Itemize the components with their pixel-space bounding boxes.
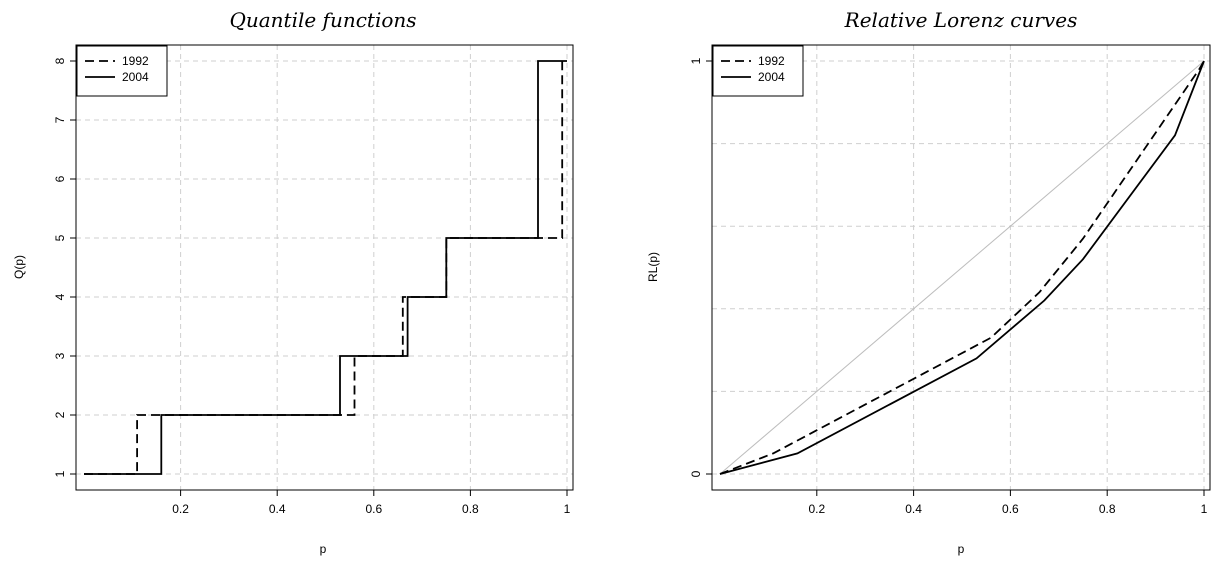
x-tick-label: 0.2 <box>808 502 825 516</box>
series-line-2004 <box>719 60 1205 475</box>
y-tick-label: 8 <box>53 57 67 64</box>
legend: 1992 2004 <box>76 45 168 97</box>
legend-label-2004: 2004 <box>758 70 785 84</box>
y-tick-label: 7 <box>53 116 67 123</box>
x-axis-label: p <box>958 542 965 556</box>
legend-label-1992: 1992 <box>122 54 149 68</box>
y-tick-label: 0 <box>689 470 703 477</box>
x-tick-label: 0.8 <box>1099 502 1116 516</box>
x-tick-label: 0.6 <box>1002 502 1019 516</box>
legend-label-1992: 1992 <box>758 54 785 68</box>
plot-frame <box>75 44 574 491</box>
y-tick-label: 1 <box>689 57 703 64</box>
plot-frame <box>711 44 1211 491</box>
series-line-1992 <box>84 60 567 475</box>
y-axis-label: RL(p) <box>646 252 660 282</box>
x-tick-label: 0.6 <box>365 502 382 516</box>
quantile-functions-panel: Quantile functions 0.2 0.4 0.6 0.8 1 1 2 3 4 5 6 7… <box>12 8 574 556</box>
y-tick-label: 6 <box>53 175 67 182</box>
y-tick-label: 3 <box>53 352 67 359</box>
y-axis-label: Q(p) <box>12 255 26 279</box>
grid <box>76 45 573 490</box>
y-axis: 1 2 3 4 5 6 7 8 <box>53 57 76 477</box>
legend-box <box>76 45 168 97</box>
reference-line-group <box>719 60 1205 475</box>
x-tick-label: 1 <box>1201 502 1208 516</box>
y-tick-label: 2 <box>53 411 67 418</box>
legend: 1992 2004 <box>712 45 804 97</box>
x-axis: 0.2 0.4 0.6 0.8 1 <box>172 490 571 516</box>
x-tick-label: 1 <box>564 502 571 516</box>
x-tick-label: 0.4 <box>905 502 922 516</box>
y-tick-label: 4 <box>53 293 67 300</box>
x-tick-label: 0.2 <box>172 502 189 516</box>
legend-box <box>712 45 804 97</box>
grid <box>712 45 1210 490</box>
y-axis: 01 <box>689 57 712 477</box>
x-tick-label: 0.8 <box>462 502 479 516</box>
panel-title: Relative Lorenz curves <box>844 8 1078 32</box>
series-group <box>84 60 567 475</box>
x-tick-label: 0.4 <box>269 502 286 516</box>
equality-reference-line <box>719 60 1205 475</box>
y-tick-label: 1 <box>53 470 67 477</box>
series-line-1992 <box>719 60 1205 475</box>
panel-title: Quantile functions <box>229 8 416 32</box>
relative-lorenz-panel: Relative Lorenz curves 0.2 0.4 0.6 0.8 1 01 … <box>646 8 1211 556</box>
x-axis-label: p <box>320 542 327 556</box>
series-group <box>719 60 1205 475</box>
y-tick-label: 5 <box>53 234 67 241</box>
series-line-2004 <box>84 60 567 475</box>
legend-label-2004: 2004 <box>122 70 149 84</box>
x-axis: 0.2 0.4 0.6 0.8 1 <box>808 490 1208 516</box>
